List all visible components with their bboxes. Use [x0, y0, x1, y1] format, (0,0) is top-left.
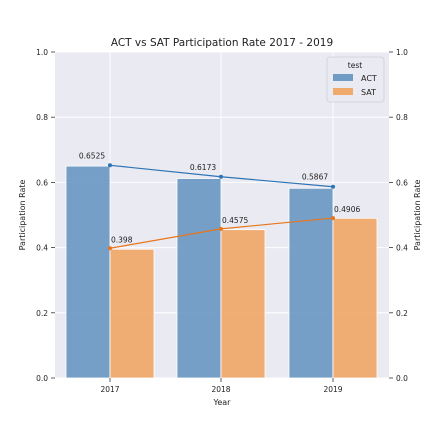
x-tick-label-2018: 2018: [211, 385, 230, 394]
legend-label-sat: SAT: [361, 88, 376, 97]
legend: test ACT SAT: [326, 56, 385, 103]
y-tick-label-right-3: 0.6: [396, 178, 408, 187]
legend-swatch-sat: [333, 88, 353, 95]
chart-title: ACT vs SAT Participation Rate 2017 - 201…: [111, 37, 333, 49]
point-act-2017: [108, 163, 112, 168]
bar-act-2018: [176, 178, 222, 379]
data-label-act-2017: 0.6525: [79, 151, 105, 160]
data-label-sat-2017: 0.398: [111, 235, 133, 244]
y-tick-label-left-4: 0.8: [36, 113, 48, 122]
y-tick-label-right-1: 0.2: [396, 309, 408, 318]
y-tick-label-right-5: 1.0: [396, 48, 408, 57]
trend-lines: [108, 163, 335, 251]
bar-act-2019: [288, 187, 334, 379]
bar-sat-2017: [109, 248, 155, 379]
point-act-2018: [219, 174, 223, 179]
bar-sat-2019: [332, 217, 378, 379]
legend-label-act: ACT: [361, 74, 377, 83]
bar-sat-2018: [220, 229, 266, 379]
data-label-sat-2019: 0.4906: [334, 205, 360, 214]
x-tick-label-2019: 2019: [323, 385, 342, 394]
point-sat-2019: [331, 216, 335, 221]
legend-title: test: [348, 61, 362, 70]
y-tick-label-left-3: 0.6: [36, 178, 48, 187]
data-label-act-2018: 0.6173: [190, 163, 216, 172]
point-sat-2017: [108, 246, 112, 251]
point-act-2019: [331, 184, 335, 189]
y-axis-label-right: Participation Rate: [413, 180, 422, 251]
point-sat-2018: [219, 226, 223, 231]
y-tick-label-left-2: 0.4: [36, 244, 48, 253]
data-label-act-2019: 0.5867: [302, 173, 328, 182]
y-tick-label-right-0: 0.0: [396, 374, 408, 383]
y-tick-label-right-2: 0.4: [396, 244, 408, 253]
x-tick-label-2017: 2017: [100, 385, 119, 394]
bar-act-2017: [65, 165, 111, 379]
y-tick-label-left-5: 1.0: [36, 48, 48, 57]
axes: 0.0 0.0 0.2 0.2 0.4 0.4 0.6 0.6 0.8 0.8 1.0 1.0 2017…: [36, 48, 408, 394]
y-tick-label-right-4: 0.8: [396, 113, 408, 122]
legend-swatch-act: [333, 74, 353, 81]
data-label-sat-2018: 0.4575: [222, 216, 248, 225]
x-axis-label: Year: [213, 398, 232, 407]
y-tick-label-left-1: 0.2: [36, 309, 48, 318]
y-axis-label: Participation Rate: [18, 180, 27, 251]
data-labels: 0.6525 0.6173 0.5867 0.398 0.4575 0.4906: [79, 151, 361, 244]
y-tick-label-left-0: 0.0: [36, 374, 48, 383]
